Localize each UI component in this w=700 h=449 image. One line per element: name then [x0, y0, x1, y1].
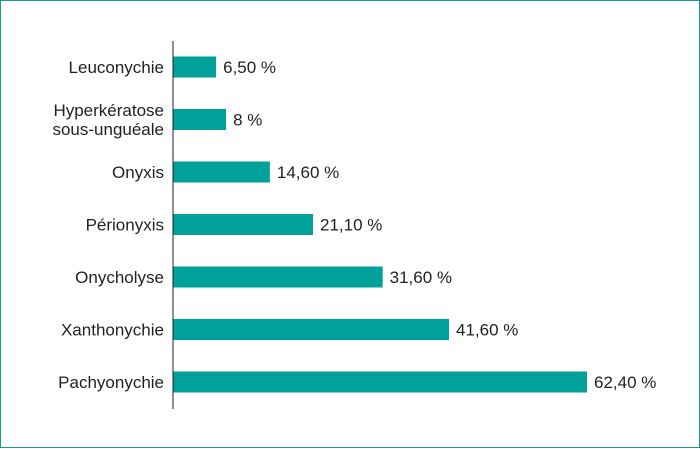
category-label-1: Hyperkératose sous-unguéale	[52, 101, 164, 139]
bar-1	[173, 109, 227, 130]
category-label-0: Leuconychie	[69, 58, 164, 77]
bar-2	[173, 161, 270, 183]
value-label-1: 8 %	[233, 111, 262, 130]
category-label-6: Pachyonychie	[58, 373, 164, 392]
bar-0	[173, 56, 217, 78]
bar-3	[173, 214, 313, 235]
category-label-5: Xanthonychie	[61, 321, 164, 340]
bar-4	[173, 266, 383, 288]
value-label-4: 31,60 %	[390, 268, 452, 287]
value-label-6: 62,40 %	[594, 373, 656, 392]
value-label-2: 14,60 %	[277, 163, 339, 182]
category-label-4: Onycholyse	[75, 268, 164, 287]
bar-5	[173, 319, 449, 340]
value-label-3: 21,10 %	[320, 216, 382, 235]
value-label-0: 6,50 %	[223, 58, 276, 77]
value-label-5: 41,60 %	[456, 321, 518, 340]
category-label-3: Périonyxis	[86, 216, 164, 235]
bar-6	[173, 371, 587, 393]
category-label-2: Onyxis	[112, 163, 164, 182]
